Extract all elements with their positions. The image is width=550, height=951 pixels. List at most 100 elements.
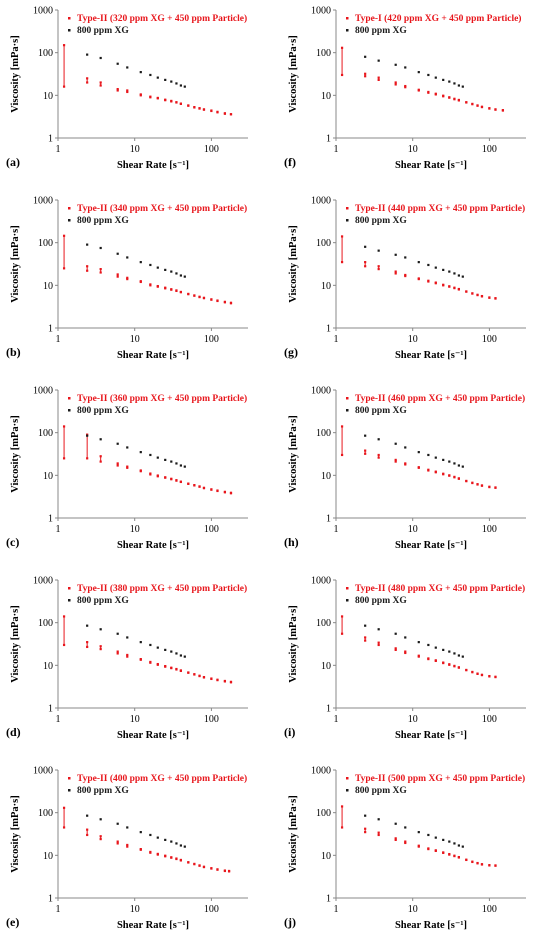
data-point-upper <box>394 81 397 84</box>
x-tick-label: 10 <box>408 714 418 725</box>
x-tick-label: 10 <box>130 714 140 725</box>
data-point <box>170 840 173 843</box>
data-point <box>465 669 468 672</box>
data-point <box>364 75 367 78</box>
data-point <box>465 101 468 104</box>
legend-marker <box>68 29 71 32</box>
data-point <box>476 104 479 107</box>
series-type-particle <box>340 235 497 300</box>
data-point-upper <box>62 425 66 428</box>
data-point <box>175 272 178 275</box>
data-point <box>156 76 159 79</box>
data-point <box>139 94 142 97</box>
data-point <box>494 486 497 489</box>
data-point <box>62 826 66 829</box>
data-point-upper <box>116 87 119 91</box>
data-point <box>170 667 173 670</box>
data-point <box>377 628 380 631</box>
data-point-upper <box>340 615 344 618</box>
data-point <box>175 479 178 482</box>
x-axis-label: Shear Rate [s⁻¹] <box>395 350 467 361</box>
data-point <box>457 856 460 859</box>
data-point <box>116 89 119 92</box>
data-point <box>164 855 167 858</box>
data-point <box>457 666 460 669</box>
data-point <box>116 62 119 65</box>
data-point <box>183 655 186 658</box>
data-point <box>149 263 152 267</box>
x-tick-label: 100 <box>204 524 219 535</box>
data-point <box>149 284 152 287</box>
legend-entry: 800 ppm XG <box>77 26 129 36</box>
data-point <box>448 853 451 856</box>
x-tick-label: 10 <box>130 524 140 535</box>
data-point <box>494 108 497 111</box>
chart-panel: 1 10 100 1000 1 10 100 Shear Rate [s⁻¹] Viscosit… <box>284 386 526 551</box>
data-point <box>223 869 227 873</box>
legend-marker <box>346 219 349 222</box>
data-point <box>453 98 456 101</box>
data-point <box>377 818 380 821</box>
data-point <box>187 293 190 296</box>
data-point <box>394 838 397 841</box>
data-point <box>183 275 186 278</box>
data-point <box>457 84 460 87</box>
x-tick-label: 1 <box>56 904 61 915</box>
data-point <box>139 451 142 454</box>
data-point <box>126 66 129 69</box>
data-point <box>193 863 196 866</box>
x-tick-label: 1 <box>334 904 339 915</box>
data-point <box>404 651 407 655</box>
x-tick-label: 100 <box>204 714 219 725</box>
data-point <box>202 865 206 869</box>
series-xg-800 <box>364 55 464 88</box>
data-point <box>223 112 227 115</box>
data-point <box>404 86 407 89</box>
data-point <box>170 478 173 481</box>
data-point <box>210 867 213 870</box>
data-point-upper <box>377 453 380 457</box>
panel-label: (i) <box>284 725 295 739</box>
data-point-upper <box>377 831 380 834</box>
data-point-upper <box>394 647 397 650</box>
data-point <box>139 71 142 74</box>
x-tick-label: 1 <box>56 714 61 725</box>
data-point <box>116 652 119 655</box>
y-tick-label: 100 <box>316 238 331 249</box>
data-point <box>170 270 173 273</box>
y-tick-label: 10 <box>321 471 331 482</box>
data-point <box>461 465 464 468</box>
data-point <box>434 282 437 285</box>
x-axis-label: Shear Rate [s⁻¹] <box>117 920 189 931</box>
data-point <box>223 491 227 494</box>
y-tick-label: 100 <box>38 238 53 249</box>
data-point <box>471 860 474 864</box>
data-point <box>62 457 66 460</box>
y-tick-label: 100 <box>316 48 331 59</box>
data-point <box>453 272 456 275</box>
y-tick-label: 1 <box>48 134 53 145</box>
legend-entry: Type-II (480 ppm XG + 450 ppm Particle) <box>355 583 525 594</box>
data-point <box>179 669 182 673</box>
data-point <box>465 290 468 293</box>
data-point <box>448 460 451 463</box>
y-tick-label: 10 <box>321 91 331 102</box>
data-point-upper <box>340 805 344 808</box>
data-point <box>417 261 420 264</box>
data-point <box>139 831 142 834</box>
data-point-upper <box>364 72 367 75</box>
y-tick-label: 100 <box>38 808 53 819</box>
series-xg-800 <box>86 434 186 468</box>
data-point <box>394 822 397 825</box>
x-tick-label: 10 <box>408 524 418 535</box>
data-point <box>453 462 456 465</box>
data-point <box>453 82 456 85</box>
y-axis-label: Viscosity [mPa·s] <box>10 35 21 112</box>
data-point <box>417 89 420 92</box>
data-point <box>457 464 460 467</box>
data-point <box>448 80 451 83</box>
legend-entry: Type-II (360 ppm XG + 450 ppm Particle) <box>77 393 247 404</box>
data-point-upper <box>404 84 407 88</box>
legend-marker <box>346 397 349 400</box>
data-point <box>404 274 407 278</box>
